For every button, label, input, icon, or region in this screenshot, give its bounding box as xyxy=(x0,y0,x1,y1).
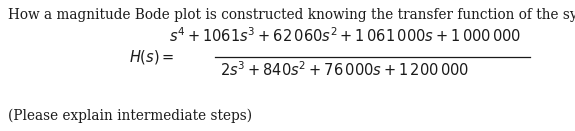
Text: $2s^3 + 840s^2 + 76\,000s + 1\,200\,000$: $2s^3 + 840s^2 + 76\,000s + 1\,200\,000$ xyxy=(220,60,470,79)
Text: $s^4 + 1061s^3 + 62\,060s^2 + 1\,061\,000s + 1\,000\,000$: $s^4 + 1061s^3 + 62\,060s^2 + 1\,061\,00… xyxy=(169,26,521,45)
Text: (Please explain intermediate steps): (Please explain intermediate steps) xyxy=(8,109,252,123)
Text: $H(s) =$: $H(s) =$ xyxy=(129,48,175,66)
Text: How a magnitude Bode plot is constructed knowing the transfer function of the sy: How a magnitude Bode plot is constructed… xyxy=(8,8,575,22)
